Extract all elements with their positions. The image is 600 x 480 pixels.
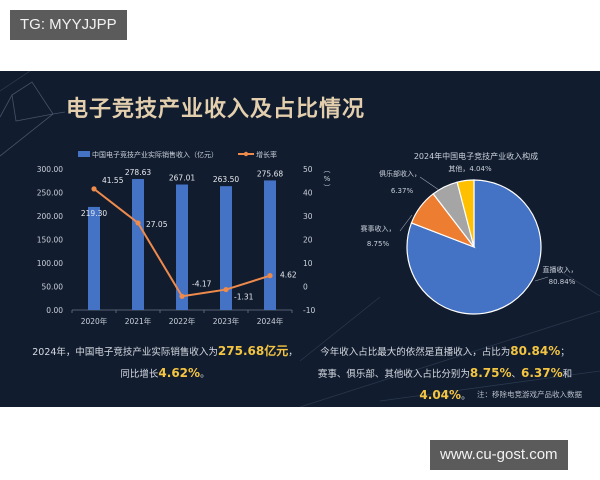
pie-slice	[456, 179, 475, 248]
bar-value-label: 263.50	[213, 175, 239, 184]
left-axis-tick: 200.00	[37, 212, 63, 221]
event-share-highlight: 8.75%	[469, 366, 512, 380]
left-axis-tick: 0.00	[46, 306, 63, 315]
growth-value-label: 27.05	[146, 220, 168, 229]
slide-panel: 电子竞技产业收入及占比情况 中国电子竞技产业实际销售收入（亿元） 增长率 300.0…	[0, 71, 600, 407]
right-axis-tick: 40	[303, 189, 313, 198]
svg-text:俱乐部收入，: 俱乐部收入，	[379, 169, 421, 178]
legend-line-label: 增长率	[256, 150, 277, 159]
svg-text:6.37%: 6.37%	[391, 187, 414, 195]
bar-value-label: 267.01	[169, 174, 195, 183]
pie-label: 赛事收入， 8.75%	[361, 214, 413, 248]
right-axis-tick: 10	[303, 259, 313, 268]
growth-value-label: -4.17	[192, 279, 212, 288]
growth-value-label: 4.62	[280, 271, 297, 280]
x-axis-tick: 2020年	[81, 316, 108, 326]
footnote: 注：移除电竞游戏产品收入数据	[477, 390, 582, 399]
punctuation: 。	[200, 369, 210, 380]
summary-left: 2024年，中国电子竞技产业实际销售收入为275.68亿元， 同比增长4.62%…	[20, 341, 310, 385]
punctuation: ，	[288, 347, 298, 358]
revenue-highlight: 275.68亿元	[217, 344, 289, 358]
live-share-highlight: 80.84%	[510, 344, 561, 358]
revenue-bar	[176, 184, 188, 310]
left-axis-tick: 100.00	[37, 259, 63, 268]
pie-title: 2024年中国电子竞技产业收入构成	[414, 151, 538, 161]
legend-bar-swatch	[78, 151, 90, 157]
svg-text:80.84%: 80.84%	[549, 278, 576, 286]
growth-point	[267, 273, 273, 279]
revenue-bar	[132, 179, 144, 310]
right-axis-tick: 0	[303, 283, 308, 292]
punctuation: ；	[560, 347, 570, 358]
watermark-top: TG: MYYJJPP	[10, 10, 127, 40]
growth-point	[223, 286, 229, 293]
other-share-highlight: 4.04%	[419, 388, 462, 402]
svg-text:赛事收入，: 赛事收入，	[361, 224, 396, 233]
bar-value-label: 278.63	[125, 168, 151, 177]
left-axis-tick: 50.00	[42, 283, 64, 292]
x-axis-tick: 2024年	[257, 316, 284, 326]
pie-label: 其他，4.04%	[448, 164, 492, 173]
svg-text:︵: ︵	[324, 166, 331, 174]
revenue-bar	[88, 206, 100, 310]
growth-point	[91, 186, 97, 192]
pie-label: 俱乐部收入， 6.37%	[379, 169, 440, 195]
right-axis-tick: 50	[303, 165, 313, 174]
punctuation: 和	[562, 369, 573, 380]
chart-legend: 中国电子竞技产业实际销售收入（亿元） 增长率	[78, 150, 277, 159]
svg-text:其他，4.04%: 其他，4.04%	[448, 164, 492, 173]
summary-text: 同比增长	[120, 369, 159, 380]
growth-highlight: 4.62%	[158, 366, 201, 380]
left-axis-tick: 250.00	[37, 189, 63, 198]
club-share-highlight: 6.37%	[521, 366, 563, 380]
x-axis-tick: 2021年	[125, 316, 152, 326]
slide-title: 电子竞技产业收入及占比情况	[66, 97, 366, 122]
summary-right: 今年收入占比最大的依然是直播收入，占比为80.84%； 赛事、俱乐部、其他收入占…	[300, 341, 590, 407]
left-axis-tick: 150.00	[37, 236, 63, 245]
left-axis-tick: 300.00	[37, 165, 63, 174]
svg-text:︶: ︶	[324, 183, 331, 192]
x-axis-tick: 2022年	[169, 316, 196, 326]
growth-point	[179, 293, 185, 299]
x-axis-tick: 2023年	[213, 316, 240, 326]
pie-label: 直播收入， 80.84%	[534, 265, 578, 286]
legend-bar-label: 中国电子竞技产业实际销售收入（亿元）	[92, 150, 218, 159]
punctuation: 、	[511, 369, 521, 380]
revenue-bar	[220, 186, 232, 310]
summary-text: 赛事、俱乐部、其他收入占比分别为	[317, 369, 470, 380]
revenue-growth-chart: 中国电子竞技产业实际销售收入（亿元） 增长率300.00250.00200.001…	[37, 150, 331, 326]
bar-value-label: 219.30	[81, 209, 107, 218]
background-decoration	[0, 71, 600, 407]
growth-point	[135, 220, 141, 226]
right-axis-tick: 20	[303, 236, 313, 245]
bar-value-label: 275.68	[257, 169, 283, 178]
summary-text: 2024年，中国电子竞技产业实际销售收入为	[32, 347, 218, 358]
growth-value-label: -1.31	[234, 293, 254, 302]
right-axis-tick: -10	[303, 306, 315, 315]
svg-text:%: %	[324, 175, 331, 183]
watermark-bottom: www.cu-gost.com	[430, 440, 568, 470]
summary-text: 今年收入占比最大的依然是直播收入，占比为	[320, 347, 511, 358]
punctuation: 。	[461, 391, 471, 402]
svg-text:直播收入，: 直播收入，	[543, 265, 578, 274]
svg-text:8.75%: 8.75%	[367, 240, 390, 248]
growth-value-label: 41.55	[102, 176, 124, 185]
right-axis-unit: ︵%︶	[324, 166, 331, 192]
right-axis-tick: 30	[303, 212, 313, 221]
